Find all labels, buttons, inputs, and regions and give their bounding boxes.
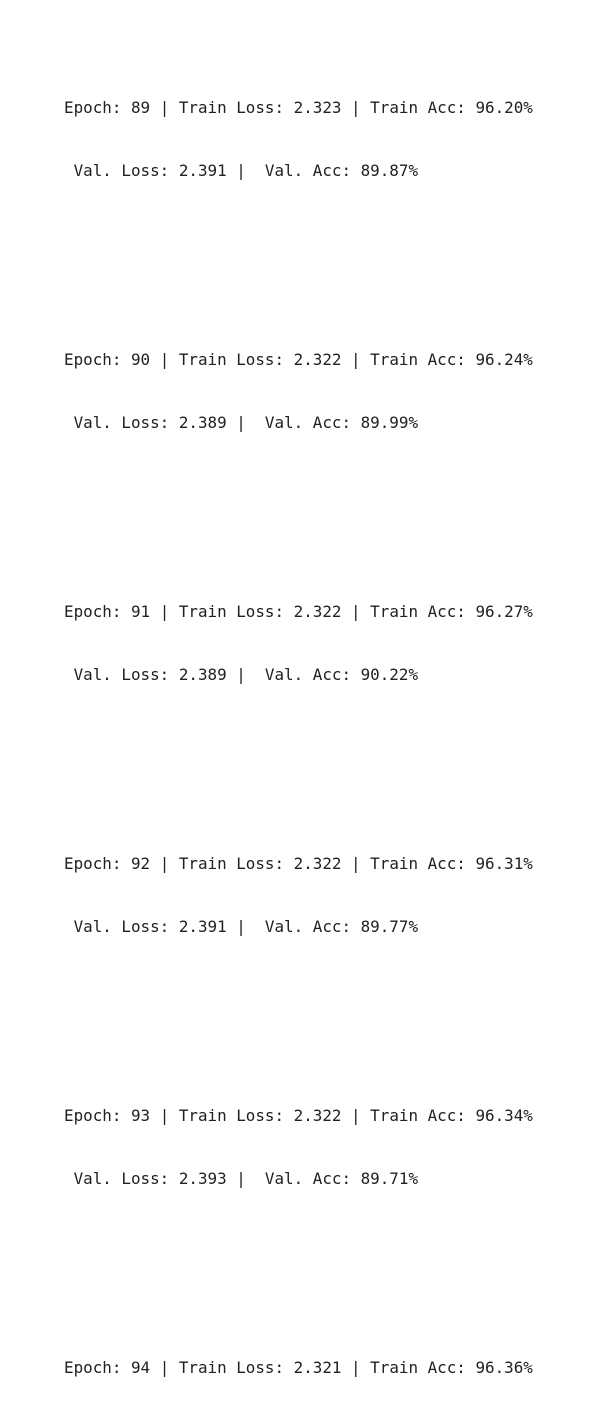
val-loss-value: 2.393 bbox=[178, 1169, 227, 1188]
train-acc-value: 96.20% bbox=[475, 98, 533, 117]
val-metrics-line: Val. Loss: 2.391 | Val. Acc: 89.77% bbox=[64, 917, 419, 936]
epoch-number: 90 bbox=[130, 350, 151, 369]
val-loss-value: 2.391 bbox=[178, 917, 227, 936]
val-metrics-line: Val. Loss: 2.389 | Val. Acc: 90.22% bbox=[64, 665, 419, 684]
val-metrics-line: Val. Loss: 2.389 | Val. Acc: 89.99% bbox=[64, 413, 419, 432]
epoch-log-entry: Epoch: 91 | Train Loss: 2.322 | Train Ac… bbox=[64, 559, 533, 727]
val-acc-value: 89.77% bbox=[360, 917, 419, 936]
train-acc-value: 96.34% bbox=[475, 1106, 533, 1125]
val-metrics-line: Val. Loss: 2.393 | Val. Acc: 89.71% bbox=[64, 1169, 419, 1188]
epoch-number: 89 bbox=[130, 98, 151, 117]
val-acc-value: 89.71% bbox=[360, 1169, 419, 1188]
val-acc-value: 89.99% bbox=[360, 413, 419, 432]
training-log-output: Epoch: 89 | Train Loss: 2.323 | Train Ac… bbox=[64, 13, 533, 1412]
epoch-number: 93 bbox=[130, 1106, 151, 1125]
train-loss-value: 2.322 bbox=[293, 602, 342, 621]
epoch-log-entry: Epoch: 89 | Train Loss: 2.323 | Train Ac… bbox=[64, 55, 533, 223]
train-acc-value: 96.27% bbox=[475, 602, 533, 621]
train-metrics-line: Epoch: 93 | Train Loss: 2.322 | Train Ac… bbox=[64, 1106, 533, 1125]
epoch-log-entry: Epoch: 94 | Train Loss: 2.321 | Train Ac… bbox=[64, 1315, 533, 1412]
train-metrics-line: Epoch: 94 | Train Loss: 2.321 | Train Ac… bbox=[64, 1358, 533, 1377]
train-metrics-line: Epoch: 92 | Train Loss: 2.322 | Train Ac… bbox=[64, 854, 533, 873]
train-metrics-line: Epoch: 90 | Train Loss: 2.322 | Train Ac… bbox=[64, 350, 533, 369]
val-loss-value: 2.391 bbox=[178, 161, 227, 180]
val-loss-value: 2.389 bbox=[178, 665, 227, 684]
epoch-number: 91 bbox=[130, 602, 151, 621]
train-metrics-line: Epoch: 89 | Train Loss: 2.323 | Train Ac… bbox=[64, 98, 533, 117]
train-acc-value: 96.36% bbox=[475, 1358, 533, 1377]
train-loss-value: 2.321 bbox=[293, 1358, 342, 1377]
epoch-number: 94 bbox=[130, 1358, 151, 1377]
train-loss-value: 2.322 bbox=[293, 1106, 342, 1125]
val-loss-value: 2.389 bbox=[178, 413, 227, 432]
train-loss-value: 2.323 bbox=[293, 98, 342, 117]
train-loss-value: 2.322 bbox=[293, 350, 342, 369]
train-acc-value: 96.24% bbox=[475, 350, 533, 369]
val-acc-value: 89.87% bbox=[360, 161, 419, 180]
epoch-number: 92 bbox=[130, 854, 151, 873]
val-acc-value: 90.22% bbox=[360, 665, 419, 684]
epoch-log-entry: Epoch: 93 | Train Loss: 2.322 | Train Ac… bbox=[64, 1063, 533, 1231]
val-metrics-line: Val. Loss: 2.391 | Val. Acc: 89.87% bbox=[64, 161, 419, 180]
train-loss-value: 2.322 bbox=[293, 854, 342, 873]
epoch-log-entry: Epoch: 92 | Train Loss: 2.322 | Train Ac… bbox=[64, 811, 533, 979]
train-acc-value: 96.31% bbox=[475, 854, 533, 873]
train-metrics-line: Epoch: 91 | Train Loss: 2.322 | Train Ac… bbox=[64, 602, 533, 621]
epoch-log-entry: Epoch: 90 | Train Loss: 2.322 | Train Ac… bbox=[64, 307, 533, 475]
